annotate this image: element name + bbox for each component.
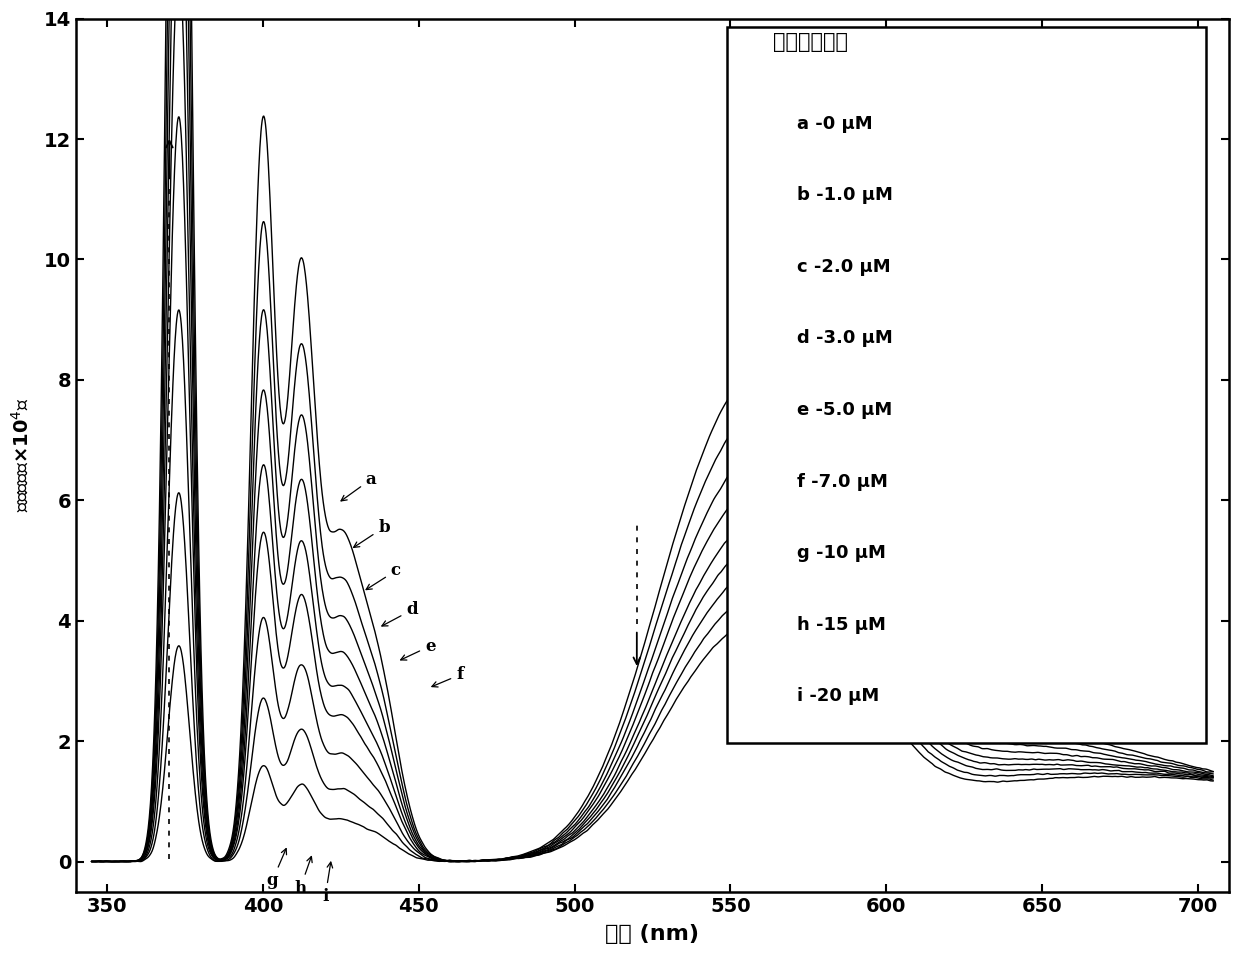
Text: b -1.0 μM: b -1.0 μM	[796, 186, 893, 204]
Text: d -3.0 μM: d -3.0 μM	[796, 329, 893, 348]
Text: i: i	[322, 862, 332, 905]
Text: g: g	[267, 849, 286, 889]
Text: i -20 μM: i -20 μM	[796, 688, 879, 706]
Text: g -10 μM: g -10 μM	[796, 544, 885, 562]
X-axis label: 波长 (nm): 波长 (nm)	[605, 923, 699, 944]
Text: e: e	[401, 638, 435, 660]
Text: h -15 μM: h -15 μM	[796, 616, 885, 634]
Text: a -0 μM: a -0 μM	[796, 115, 872, 133]
Text: a: a	[341, 471, 377, 500]
Text: h: h	[294, 857, 312, 897]
Text: f: f	[432, 667, 464, 687]
Text: c -2.0 μM: c -2.0 μM	[796, 258, 890, 276]
Text: c: c	[366, 562, 401, 589]
Text: 胃蛋白酶浓度: 胃蛋白酶浓度	[774, 32, 848, 52]
Text: b: b	[353, 519, 389, 547]
Y-axis label: 荧光强度（×10$^4$）: 荧光强度（×10$^4$）	[11, 398, 32, 512]
FancyBboxPatch shape	[728, 28, 1205, 743]
Text: e -5.0 μM: e -5.0 μM	[796, 401, 892, 419]
Text: d: d	[382, 602, 418, 626]
Text: f -7.0 μM: f -7.0 μM	[796, 473, 888, 491]
